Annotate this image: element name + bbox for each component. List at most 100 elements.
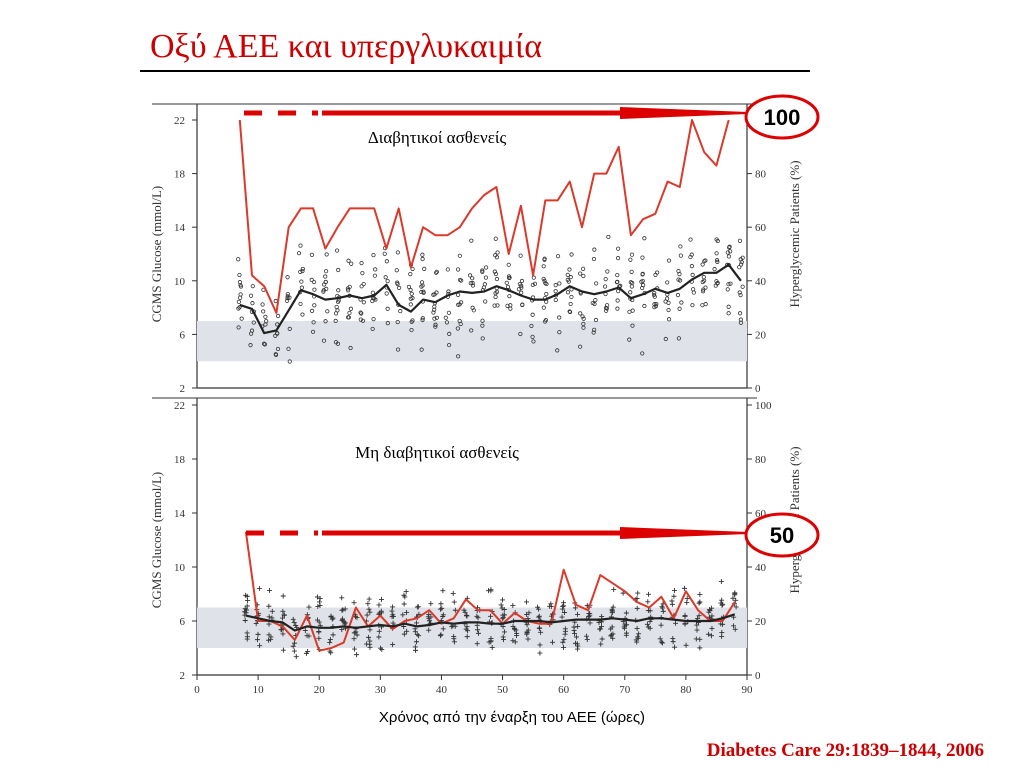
reading-point [298, 243, 303, 248]
reading-point [714, 251, 719, 256]
reading-point [367, 627, 373, 633]
reading-point [645, 591, 651, 597]
reading-point [238, 284, 244, 289]
reading-point [474, 641, 480, 647]
reading-point [409, 291, 414, 296]
reading-point [292, 640, 298, 646]
reading-point [677, 306, 682, 311]
reading-point [461, 607, 467, 613]
reading-point [420, 283, 425, 288]
reading-point [562, 628, 568, 634]
reading-point [647, 608, 653, 614]
reading-point [718, 578, 724, 584]
reading-point [459, 300, 464, 305]
reading-point [581, 316, 586, 321]
reading-point [524, 630, 530, 636]
reading-point [484, 265, 489, 270]
reading-point [261, 341, 267, 346]
reading-point [236, 257, 241, 262]
reading-point [628, 280, 633, 285]
reading-point [419, 289, 424, 295]
reading-point [519, 278, 525, 284]
reading-point [700, 289, 706, 294]
reading-point [284, 298, 290, 303]
reading-point [250, 301, 255, 306]
reading-point [733, 604, 739, 610]
reading-point [366, 634, 372, 640]
reading-point [557, 281, 562, 286]
reading-point [635, 635, 641, 641]
reading-point [658, 639, 664, 645]
reading-point [440, 626, 446, 632]
y-tick-label: 6 [180, 329, 186, 341]
reading-point [302, 628, 308, 634]
reading-point [426, 611, 432, 617]
reading-point [493, 236, 498, 241]
reading-point [719, 597, 725, 603]
reading-point [658, 622, 664, 628]
reading-point [273, 298, 278, 304]
reading-point [494, 276, 500, 282]
reading-point [616, 246, 621, 251]
reading-point [291, 648, 297, 654]
reading-point [359, 261, 364, 266]
reading-point [555, 348, 560, 353]
reading-point [312, 287, 317, 292]
reading-point [593, 317, 599, 323]
reading-point [610, 631, 616, 637]
reading-point [697, 599, 703, 605]
reading-point [257, 643, 263, 649]
reading-point [400, 612, 406, 618]
reading-point [610, 604, 616, 610]
reading-point [276, 313, 281, 319]
reading-point [306, 633, 312, 639]
reading-point [689, 264, 694, 269]
reading-point [561, 645, 567, 651]
reading-point [264, 319, 269, 324]
reading-point [673, 620, 679, 626]
y2-tick-label: 0 [755, 670, 761, 682]
reading-point [665, 280, 670, 285]
reading-point [602, 284, 608, 289]
y-tick-label: 18 [174, 169, 186, 181]
reading-point [636, 631, 642, 637]
reading-point [333, 340, 339, 345]
reading-point [697, 591, 703, 597]
reading-point [242, 606, 248, 612]
reading-point [526, 610, 532, 616]
reading-point [501, 607, 507, 612]
reading-point [555, 254, 561, 259]
reading-point [598, 641, 604, 647]
reading-point [278, 627, 284, 633]
reading-point [682, 613, 688, 619]
reading-point [402, 594, 408, 600]
x-tick-label: 30 [375, 684, 387, 696]
reading-point [260, 302, 265, 307]
reading-point [726, 282, 731, 287]
reading-point [640, 351, 645, 356]
reading-point [542, 256, 547, 261]
reading-point [524, 622, 530, 628]
reading-point [370, 298, 375, 304]
reading-point [334, 304, 339, 310]
reading-point [572, 630, 578, 636]
reading-point [377, 610, 383, 616]
reading-point [604, 308, 609, 313]
reading-point [434, 315, 439, 320]
reading-point [426, 627, 432, 633]
reading-point [655, 270, 660, 275]
reading-point [238, 292, 243, 297]
reading-point [543, 281, 548, 286]
reading-point [333, 318, 338, 323]
reading-point [635, 590, 641, 596]
reading-point [300, 312, 305, 317]
reading-point [581, 321, 586, 327]
reading-point [543, 319, 548, 324]
reading-point [623, 610, 629, 616]
reading-point [340, 607, 346, 613]
reading-point [311, 279, 317, 285]
reading-point [578, 311, 583, 316]
reading-point [359, 284, 364, 289]
reading-point [594, 281, 599, 286]
reading-point [569, 252, 574, 257]
